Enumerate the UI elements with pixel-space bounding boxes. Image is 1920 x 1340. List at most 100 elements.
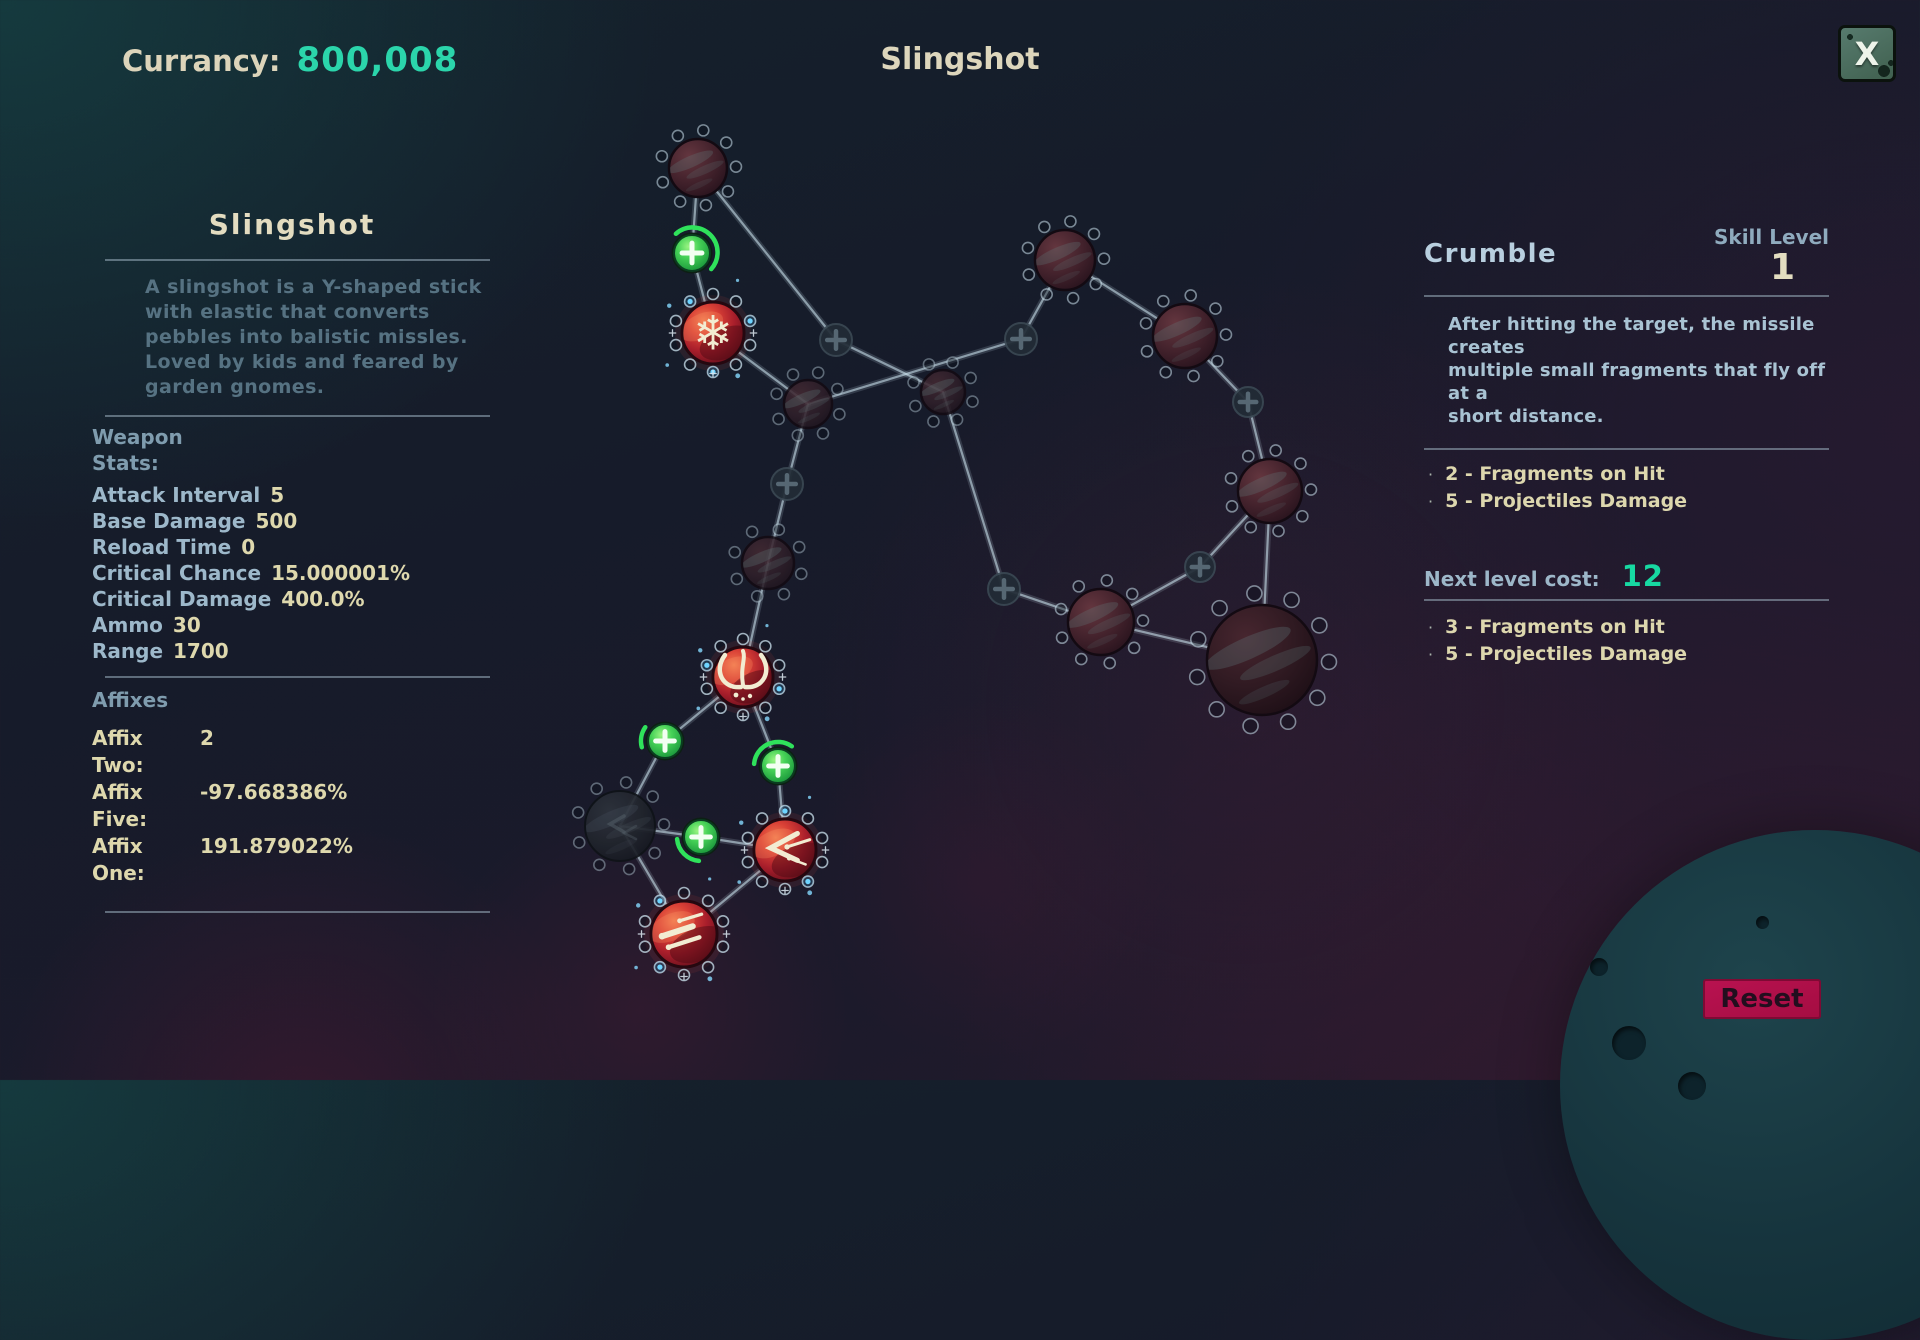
socket-slot	[1272, 524, 1285, 538]
planet-node-locked[interactable]	[655, 124, 743, 212]
divider	[1424, 295, 1829, 297]
upgrade-plus-button[interactable]	[674, 817, 721, 864]
socket-slot	[696, 124, 710, 137]
locked-plus-node[interactable]	[770, 467, 804, 501]
locked-plus-node[interactable]	[987, 572, 1021, 606]
socket-slot	[741, 855, 755, 869]
socket-slot	[571, 806, 585, 819]
socket-slot	[833, 407, 846, 421]
effect-text: 5 - Projectiles Damage	[1445, 643, 1688, 665]
socket-slot	[714, 701, 727, 715]
currency-label: Currancy:	[122, 44, 281, 78]
next-level-cost: Next level cost: 12	[1424, 559, 1829, 593]
planet-node-ghost[interactable]	[571, 776, 671, 876]
weapon-description-line: with elastic that converts	[145, 301, 430, 323]
planet-node-locked[interactable]	[1139, 289, 1233, 383]
socket-slot	[759, 701, 772, 715]
socket-slot	[1127, 641, 1141, 655]
reset-button[interactable]: Reset	[1703, 979, 1821, 1019]
currency-value: 800,008	[296, 40, 459, 80]
socket-slot	[677, 886, 691, 900]
socket-slot	[657, 818, 671, 831]
skill-description-line: After hitting the target, the missile cr…	[1448, 314, 1815, 358]
skill-node-comet[interactable]	[737, 795, 830, 896]
socket-slot	[1241, 449, 1255, 463]
socket-slot	[656, 175, 670, 189]
socket-slot	[706, 287, 720, 301]
skill-node-snowflake[interactable]: ❄	[665, 278, 758, 379]
weapon-name-heading: Slingshot	[208, 208, 376, 241]
weapon-description-line: Loved by kids and feared by	[145, 351, 459, 373]
upgrade-plus-button[interactable]	[638, 721, 685, 761]
locked-plus-node[interactable]	[1232, 386, 1264, 418]
socket-slot	[811, 366, 825, 379]
planet-node-large[interactable]	[1188, 585, 1338, 735]
socket-slot	[922, 358, 936, 371]
effect-text: 3 - Fragments on Hit	[1445, 616, 1665, 638]
socket-slot	[728, 545, 742, 559]
socket-slot	[1304, 483, 1318, 496]
close-icon: X	[1854, 34, 1880, 73]
socket-slot	[1309, 689, 1326, 707]
close-button[interactable]: X	[1838, 25, 1896, 82]
skill-node-streaks[interactable]	[634, 877, 732, 982]
socket-slot	[794, 567, 808, 581]
socket-slot	[1311, 617, 1328, 634]
planet-node-locked[interactable]	[1054, 574, 1150, 670]
socket-slot	[593, 858, 606, 872]
socket-slot	[772, 523, 786, 537]
effect-row: · 5 - Projectiles Damage	[1428, 641, 1829, 668]
socket-slot	[1187, 369, 1200, 383]
weapon-stats-list: Attack Interval 5 Base Damage 500 Reload Tim…	[92, 482, 492, 664]
planet-node-locked[interactable]	[728, 523, 808, 603]
stat-label: Reload Time	[92, 535, 232, 559]
weapon-stat-row: Ammo 30	[92, 612, 492, 638]
socket-slot	[770, 387, 783, 401]
tree-nodes: ❄	[571, 124, 1338, 982]
divider	[105, 911, 490, 913]
socket-slot	[755, 875, 769, 888]
planet-node-locked[interactable]	[770, 366, 846, 442]
locked-plus-node[interactable]	[1004, 322, 1038, 356]
planet-node-locked[interactable]	[1224, 444, 1318, 538]
socket-slot	[815, 855, 829, 869]
affix-list: Affix Two: 2 Affix Five: -97.668386% Affix O…	[92, 725, 492, 887]
socket-slot	[736, 632, 750, 646]
tree-connection	[696, 166, 838, 342]
socket-slot	[745, 525, 759, 539]
planet-node-locked[interactable]	[907, 356, 979, 428]
socket-slot	[1184, 289, 1198, 302]
divider	[1424, 448, 1829, 450]
tree-connections	[617, 165, 1273, 937]
socket-slot	[1283, 591, 1300, 609]
socket-slot	[909, 399, 922, 413]
current-effects-list: · 2 - Fragments on Hit · 5 - Projectiles Da…	[1428, 461, 1829, 515]
effect-row: · 5 - Projectiles Damage	[1428, 488, 1829, 515]
socket-slot	[673, 195, 687, 208]
skill-node-flower[interactable]	[696, 624, 787, 722]
socket-slot	[701, 894, 715, 908]
upgrade-plus-button[interactable]	[671, 225, 720, 274]
socket-slot	[669, 314, 683, 328]
socket-slot	[1100, 574, 1114, 587]
socket-slot	[699, 198, 713, 212]
socket-slot	[1225, 500, 1239, 513]
upgrade-progress-arc	[674, 836, 702, 864]
socket-slot	[638, 915, 652, 928]
socket-slot	[1089, 277, 1103, 291]
socket-slot	[572, 836, 586, 849]
upgrade-plus-button[interactable]	[751, 739, 798, 786]
locked-plus-node[interactable]	[1184, 551, 1216, 583]
socket-slot	[1242, 717, 1259, 735]
planet-node-locked[interactable]	[1021, 215, 1111, 305]
socket-slot	[1211, 599, 1228, 617]
locked-plus-node[interactable]	[819, 323, 853, 357]
weapon-description-line: A slingshot is a Y-shaped stick	[145, 276, 482, 298]
socket-slot	[622, 862, 636, 876]
weapon-description: A slingshot is a Y-shaped stick with elas…	[145, 275, 492, 400]
weapon-stat-row: Critical Damage 400.0%	[92, 586, 492, 612]
socket-slot	[671, 129, 685, 143]
stat-value: 30	[172, 613, 201, 637]
socket-slot	[1269, 444, 1283, 457]
tree-connection	[806, 337, 1023, 406]
